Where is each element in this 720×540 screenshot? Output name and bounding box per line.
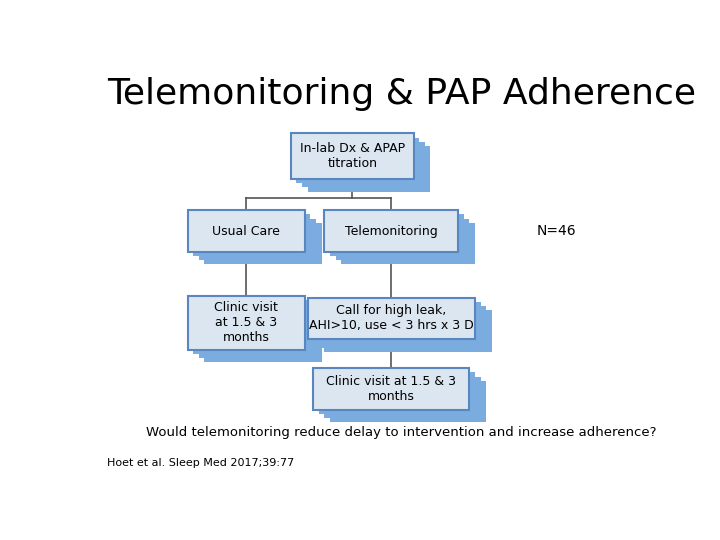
FancyBboxPatch shape [307,146,431,192]
FancyBboxPatch shape [341,223,475,265]
FancyBboxPatch shape [188,211,305,252]
FancyBboxPatch shape [319,373,475,414]
Text: Usual Care: Usual Care [212,225,280,238]
FancyBboxPatch shape [324,310,492,352]
Text: In-lab Dx & APAP
titration: In-lab Dx & APAP titration [300,142,405,170]
FancyBboxPatch shape [319,306,486,348]
Text: Telemonitoring: Telemonitoring [345,225,438,238]
FancyBboxPatch shape [204,308,322,362]
FancyBboxPatch shape [193,300,310,354]
Text: N=46: N=46 [536,224,576,238]
FancyBboxPatch shape [199,219,316,260]
FancyBboxPatch shape [313,368,469,410]
FancyBboxPatch shape [336,219,469,260]
FancyBboxPatch shape [199,304,316,358]
FancyBboxPatch shape [188,295,305,349]
Text: Hoet et al. Sleep Med 2017;39:77: Hoet et al. Sleep Med 2017;39:77 [107,458,294,468]
FancyBboxPatch shape [324,377,481,418]
FancyBboxPatch shape [324,211,459,252]
Text: Telemonitoring & PAP Adherence: Telemonitoring & PAP Adherence [107,77,696,111]
FancyBboxPatch shape [204,223,322,265]
FancyBboxPatch shape [193,214,310,256]
Text: Call for high leak,
AHI>10, use < 3 hrs x 3 D: Call for high leak, AHI>10, use < 3 hrs … [309,305,474,333]
Text: Would telemonitoring reduce delay to intervention and increase adherence?: Would telemonitoring reduce delay to int… [145,426,657,439]
Text: Clinic visit
at 1.5 & 3
months: Clinic visit at 1.5 & 3 months [215,301,278,344]
FancyBboxPatch shape [330,381,486,422]
Text: Clinic visit at 1.5 & 3
months: Clinic visit at 1.5 & 3 months [326,375,456,403]
FancyBboxPatch shape [291,133,413,179]
FancyBboxPatch shape [307,298,475,339]
FancyBboxPatch shape [297,138,419,183]
FancyBboxPatch shape [330,214,464,256]
FancyBboxPatch shape [302,141,425,187]
FancyBboxPatch shape [313,302,481,343]
